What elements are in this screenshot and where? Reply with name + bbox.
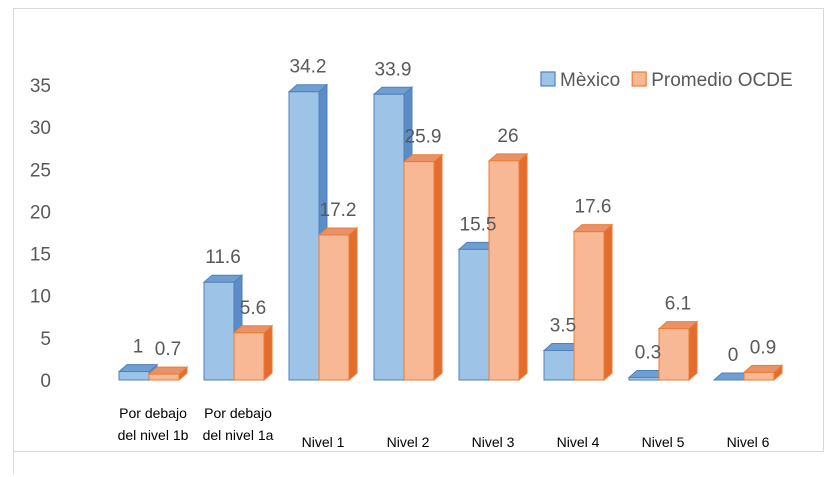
bar-front — [658, 328, 690, 381]
bar-front — [148, 373, 180, 381]
y-axis: 0 5 10 15 20 25 30 35 — [30, 76, 51, 392]
bar-front — [318, 234, 350, 381]
legend-label: Mèxico — [560, 70, 620, 91]
bar-side — [688, 320, 698, 382]
data-label: 0.9 — [750, 337, 776, 358]
y-tick-label: 35 — [30, 76, 51, 97]
bar-ocde — [572, 223, 614, 382]
y-tick-label: 15 — [30, 245, 51, 266]
y-tick-label: 30 — [30, 118, 51, 139]
legend-item: Mèxico — [540, 70, 620, 91]
bar-front — [288, 91, 320, 381]
x-category-label: Nivel 5 — [642, 434, 685, 450]
data-label: 11.6 — [205, 247, 241, 268]
bar-side — [433, 153, 443, 382]
x-category-label: Nivel 3 — [472, 434, 515, 450]
data-label: 3.5 — [550, 316, 576, 337]
legend-item: Promedio OCDE — [631, 70, 793, 91]
bar-ocde — [487, 152, 529, 382]
bar-side — [263, 324, 273, 382]
data-label: 33.9 — [375, 59, 412, 80]
y-tick-label: 25 — [30, 160, 51, 181]
legend-swatch — [631, 71, 647, 87]
data-label: 0.3 — [635, 342, 661, 363]
bar-front — [373, 93, 405, 381]
legend-swatch — [540, 71, 556, 87]
data-label: 6.1 — [665, 294, 691, 315]
y-tick-label: 20 — [30, 202, 51, 223]
bar-side — [518, 152, 528, 382]
x-category-label: Nivel 6 — [727, 434, 770, 450]
x-category-label: Por debajo del nivel 1a — [203, 405, 274, 443]
data-label: 1 — [133, 337, 144, 358]
bar-front — [743, 371, 775, 381]
bar-front — [573, 231, 605, 381]
y-tick-label: 0 — [40, 371, 51, 392]
data-label: 0.7 — [155, 339, 181, 360]
data-label: 34.2 — [290, 57, 327, 78]
x-category-label: Nivel 4 — [557, 434, 600, 450]
data-label: 0 — [728, 345, 739, 366]
bar-ocde — [402, 153, 444, 382]
data-label: 26 — [497, 126, 518, 147]
data-label: 5.6 — [240, 298, 266, 319]
data-label: 17.2 — [320, 200, 357, 221]
x-axis: Por debajo del nivel 1b Por debajo del nive… — [118, 405, 770, 450]
bars — [117, 83, 784, 382]
bar-ocde — [317, 226, 359, 382]
y-tick-label: 5 — [40, 329, 51, 350]
bar-front — [233, 332, 265, 381]
x-category-label: Nivel 2 — [387, 434, 430, 450]
bar-front — [543, 350, 575, 381]
data-label: 15.5 — [460, 214, 497, 235]
y-tick-label: 10 — [30, 287, 51, 308]
bar-front — [628, 376, 660, 381]
bar-ocde — [742, 364, 784, 382]
legend: Mèxico Promedio OCDE — [540, 70, 793, 91]
bar-ocde — [232, 324, 274, 382]
bar-front — [203, 281, 235, 381]
data-label: 25.9 — [405, 127, 442, 148]
bar-front — [458, 248, 490, 381]
bar-side — [348, 226, 358, 382]
bar-side — [603, 223, 613, 382]
legend-label: Promedio OCDE — [651, 70, 793, 91]
x-category-label: Por debajo del nivel 1b — [118, 405, 189, 443]
data-labels: 1 11.6 34.2 33.9 15.5 3.5 0.3 0 0.7 5.6 17.2 25.9 26… — [133, 57, 777, 366]
x-category-label: Nivel 1 — [302, 434, 345, 450]
bar-ocde — [657, 320, 699, 382]
frame-tick — [13, 450, 14, 474]
bar-front — [118, 371, 150, 381]
bar-front — [488, 160, 520, 381]
data-label: 17.6 — [575, 197, 612, 218]
bar-front — [403, 161, 435, 381]
bar-ocde — [147, 365, 189, 382]
